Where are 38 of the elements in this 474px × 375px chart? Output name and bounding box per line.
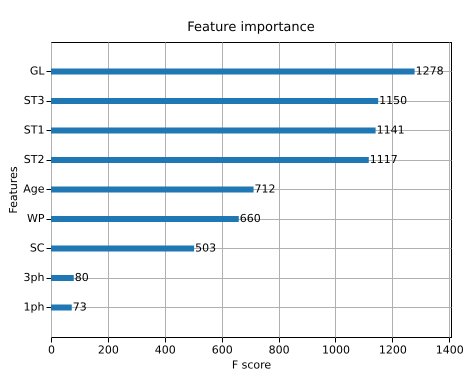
bar	[51, 98, 378, 104]
data-label: 1150	[379, 94, 408, 107]
chart-title: Feature importance	[187, 20, 315, 35]
y-tick-label: ST2	[24, 153, 44, 166]
x-tick-label: 800	[268, 344, 290, 356]
x-tick-label: 200	[98, 344, 119, 356]
data-label: 503	[195, 242, 216, 254]
x-axis-title: F score	[232, 358, 272, 372]
bar	[51, 304, 72, 310]
bar	[51, 186, 254, 192]
data-label: 1117	[370, 153, 398, 166]
y-tick-label: ST1	[24, 124, 44, 136]
x-tick-label: 1400	[436, 344, 464, 356]
x-tick-label: 0	[48, 344, 55, 356]
y-tick-label: ST3	[24, 94, 44, 107]
y-tick-label: SC	[30, 242, 45, 254]
y-tick-label: 3ph	[24, 271, 45, 284]
x-tick-label: 1000	[322, 344, 350, 356]
x-tick-label: 1200	[378, 344, 407, 356]
bar	[51, 157, 369, 163]
bar	[51, 275, 74, 281]
data-label: 80	[74, 271, 89, 284]
x-tick-label: 600	[212, 344, 233, 356]
bar	[51, 216, 239, 222]
bar	[51, 68, 415, 74]
y-tick-label: GL	[30, 64, 46, 78]
y-axis-title: Features	[7, 166, 20, 214]
y-tick-label: 1ph	[24, 300, 45, 314]
data-label: 1141	[376, 124, 405, 136]
y-tick-label: WP	[26, 212, 45, 225]
data-label: 660	[240, 212, 261, 225]
x-tick-label: 400	[154, 344, 176, 356]
bar	[51, 128, 376, 134]
data-label: 712	[254, 182, 276, 196]
data-label: 73	[72, 300, 87, 314]
bar	[51, 246, 194, 252]
data-label: 1278	[416, 64, 444, 78]
y-tick-label: Age	[23, 182, 45, 196]
